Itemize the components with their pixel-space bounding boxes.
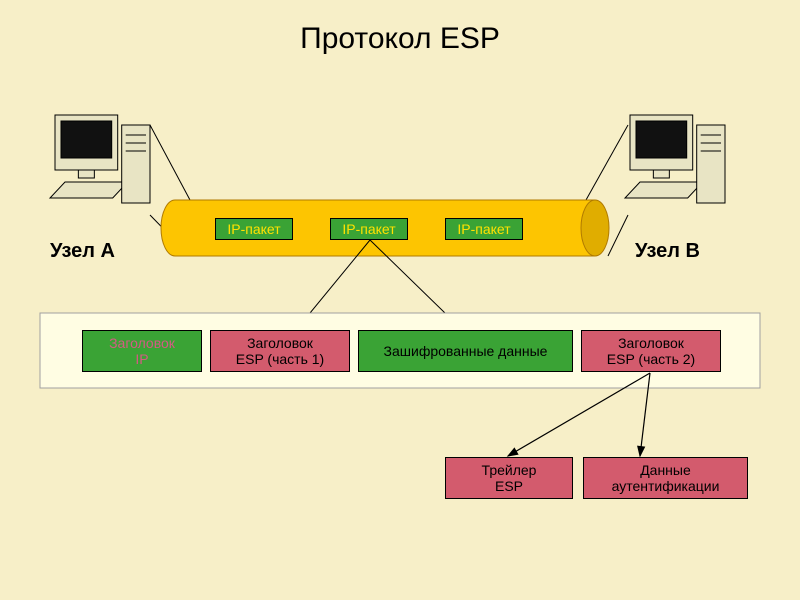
ip-packet-box: IP-пакет xyxy=(445,218,523,240)
detail-trailer: Трейлер ESP xyxy=(445,457,573,499)
computer-a-icon xyxy=(50,115,150,203)
ip-packet-box: IP-пакет xyxy=(215,218,293,240)
detail-auth: Данные аутентификации xyxy=(583,457,748,499)
breakdown-esp_h2: Заголовок ESP (часть 2) xyxy=(581,330,721,372)
breakdown-esp_h1: Заголовок ESP (часть 1) xyxy=(210,330,350,372)
breakdown-enc_data: Зашифрованные данные xyxy=(358,330,573,372)
ip-packet-box: IP-пакет xyxy=(330,218,408,240)
node-b-label: Узел B xyxy=(635,240,700,263)
page-title: Протокол ESP xyxy=(0,22,800,56)
computer-b-icon xyxy=(625,115,725,203)
breakdown-ip_header: Заголовок IP xyxy=(82,330,202,372)
node-a-label: Узел A xyxy=(50,240,115,263)
